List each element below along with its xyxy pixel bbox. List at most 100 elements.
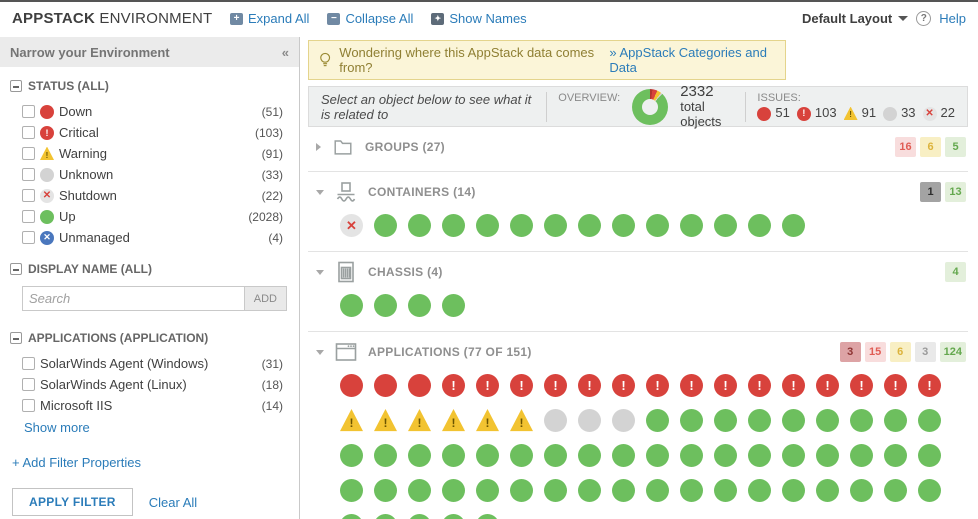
status-up-icon[interactable] xyxy=(510,479,533,502)
status-unknown-icon[interactable] xyxy=(578,409,601,432)
status-up-icon[interactable] xyxy=(884,409,907,432)
status-up-icon[interactable] xyxy=(918,479,941,502)
toolbar-show-names[interactable]: ✦ Show Names xyxy=(431,11,527,26)
status-up-icon[interactable] xyxy=(544,479,567,502)
layout-selector[interactable]: Default Layout xyxy=(802,11,909,26)
status-down-icon[interactable] xyxy=(374,374,397,397)
status-critical-icon[interactable]: ! xyxy=(918,374,941,397)
apply-filter-button[interactable]: APPLY FILTER xyxy=(12,488,133,516)
checkbox[interactable] xyxy=(22,189,35,202)
status-down-icon[interactable] xyxy=(408,374,431,397)
status-unknown-icon[interactable] xyxy=(544,409,567,432)
status-critical-icon[interactable]: ! xyxy=(816,374,839,397)
clear-all-link[interactable]: Clear All xyxy=(148,494,198,510)
status-up-icon[interactable] xyxy=(714,409,737,432)
status-unknown-icon[interactable] xyxy=(612,409,635,432)
status-warning-icon[interactable]: ! xyxy=(476,409,499,432)
status-up-icon[interactable] xyxy=(680,214,703,237)
status-up-icon[interactable] xyxy=(578,479,601,502)
status-critical-icon[interactable]: ! xyxy=(442,374,465,397)
status-up-icon[interactable] xyxy=(442,444,465,467)
status-up-icon[interactable] xyxy=(646,444,669,467)
status-up-icon[interactable] xyxy=(782,479,805,502)
status-up-icon[interactable] xyxy=(612,444,635,467)
status-up-icon[interactable] xyxy=(816,444,839,467)
status-up-icon[interactable] xyxy=(578,444,601,467)
status-up-icon[interactable] xyxy=(850,444,873,467)
status-up-icon[interactable] xyxy=(782,214,805,237)
status-up-icon[interactable] xyxy=(680,409,703,432)
add-button[interactable]: ADD xyxy=(244,286,287,311)
help-link[interactable]: Help xyxy=(939,11,966,26)
status-up-icon[interactable] xyxy=(680,444,703,467)
status-up-icon[interactable] xyxy=(544,444,567,467)
checkbox[interactable] xyxy=(22,126,35,139)
status-up-icon[interactable] xyxy=(748,409,771,432)
status-up-icon[interactable] xyxy=(442,214,465,237)
toolbar-expand-all[interactable]: + Expand All xyxy=(230,11,309,26)
status-critical-icon[interactable]: ! xyxy=(544,374,567,397)
status-up-icon[interactable] xyxy=(816,409,839,432)
status-up-icon[interactable] xyxy=(340,514,363,519)
status-up-icon[interactable] xyxy=(578,214,601,237)
status-warning-icon[interactable]: ! xyxy=(408,409,431,432)
status-up-icon[interactable] xyxy=(646,409,669,432)
checkbox[interactable] xyxy=(22,231,35,244)
status-up-icon[interactable] xyxy=(646,479,669,502)
status-up-icon[interactable] xyxy=(850,409,873,432)
status-up-icon[interactable] xyxy=(374,514,397,519)
status-up-icon[interactable] xyxy=(612,214,635,237)
status-up-icon[interactable] xyxy=(374,214,397,237)
status-critical-icon[interactable]: ! xyxy=(578,374,601,397)
appstack-categories-link[interactable]: » AppStack Categories and Data xyxy=(609,45,767,75)
status-up-icon[interactable] xyxy=(782,409,805,432)
status-up-icon[interactable] xyxy=(408,444,431,467)
status-up-icon[interactable] xyxy=(442,514,465,519)
status-up-icon[interactable] xyxy=(714,444,737,467)
status-up-icon[interactable] xyxy=(714,479,737,502)
status-up-icon[interactable] xyxy=(476,479,499,502)
status-critical-icon[interactable]: ! xyxy=(884,374,907,397)
status-up-icon[interactable] xyxy=(918,409,941,432)
status-warning-icon[interactable]: ! xyxy=(510,409,533,432)
status-critical-icon[interactable]: ! xyxy=(680,374,703,397)
status-up-icon[interactable] xyxy=(850,479,873,502)
search-input[interactable] xyxy=(22,286,245,311)
chevron-down-icon[interactable] xyxy=(316,189,324,195)
status-up-icon[interactable] xyxy=(816,479,839,502)
status-up-icon[interactable] xyxy=(340,479,363,502)
chevron-right-icon[interactable] xyxy=(316,143,321,151)
category-header-groups[interactable]: GROUPS (27) 16 6 5 xyxy=(308,127,968,167)
status-up-icon[interactable] xyxy=(340,294,363,317)
status-up-icon[interactable] xyxy=(442,294,465,317)
status-critical-icon[interactable]: ! xyxy=(510,374,533,397)
status-up-icon[interactable] xyxy=(374,479,397,502)
status-up-icon[interactable] xyxy=(442,479,465,502)
status-up-icon[interactable] xyxy=(918,444,941,467)
status-up-icon[interactable] xyxy=(884,444,907,467)
status-up-icon[interactable] xyxy=(476,444,499,467)
status-up-icon[interactable] xyxy=(476,214,499,237)
chevron-down-icon[interactable] xyxy=(316,269,324,275)
status-up-icon[interactable] xyxy=(476,514,499,519)
status-shutdown-icon[interactable]: ✕ xyxy=(340,214,363,237)
status-up-icon[interactable] xyxy=(408,514,431,519)
checkbox[interactable] xyxy=(22,357,35,370)
checkbox[interactable] xyxy=(22,168,35,181)
status-section-header[interactable]: STATUS (ALL) xyxy=(10,79,289,93)
checkbox[interactable] xyxy=(22,210,35,223)
status-down-icon[interactable] xyxy=(340,374,363,397)
status-up-icon[interactable] xyxy=(748,214,771,237)
status-warning-icon[interactable]: ! xyxy=(340,409,363,432)
collapse-sidebar-icon[interactable]: « xyxy=(281,44,289,60)
show-more-link[interactable]: Show more xyxy=(24,420,90,435)
status-critical-icon[interactable]: ! xyxy=(748,374,771,397)
status-up-icon[interactable] xyxy=(374,444,397,467)
status-up-icon[interactable] xyxy=(510,214,533,237)
category-header-containers[interactable]: CONTAINERS (14) 1 13 xyxy=(308,172,968,212)
status-critical-icon[interactable]: ! xyxy=(646,374,669,397)
toolbar-collapse-all[interactable]: − Collapse All xyxy=(327,11,413,26)
status-up-icon[interactable] xyxy=(714,214,737,237)
status-up-icon[interactable] xyxy=(612,479,635,502)
status-up-icon[interactable] xyxy=(510,444,533,467)
